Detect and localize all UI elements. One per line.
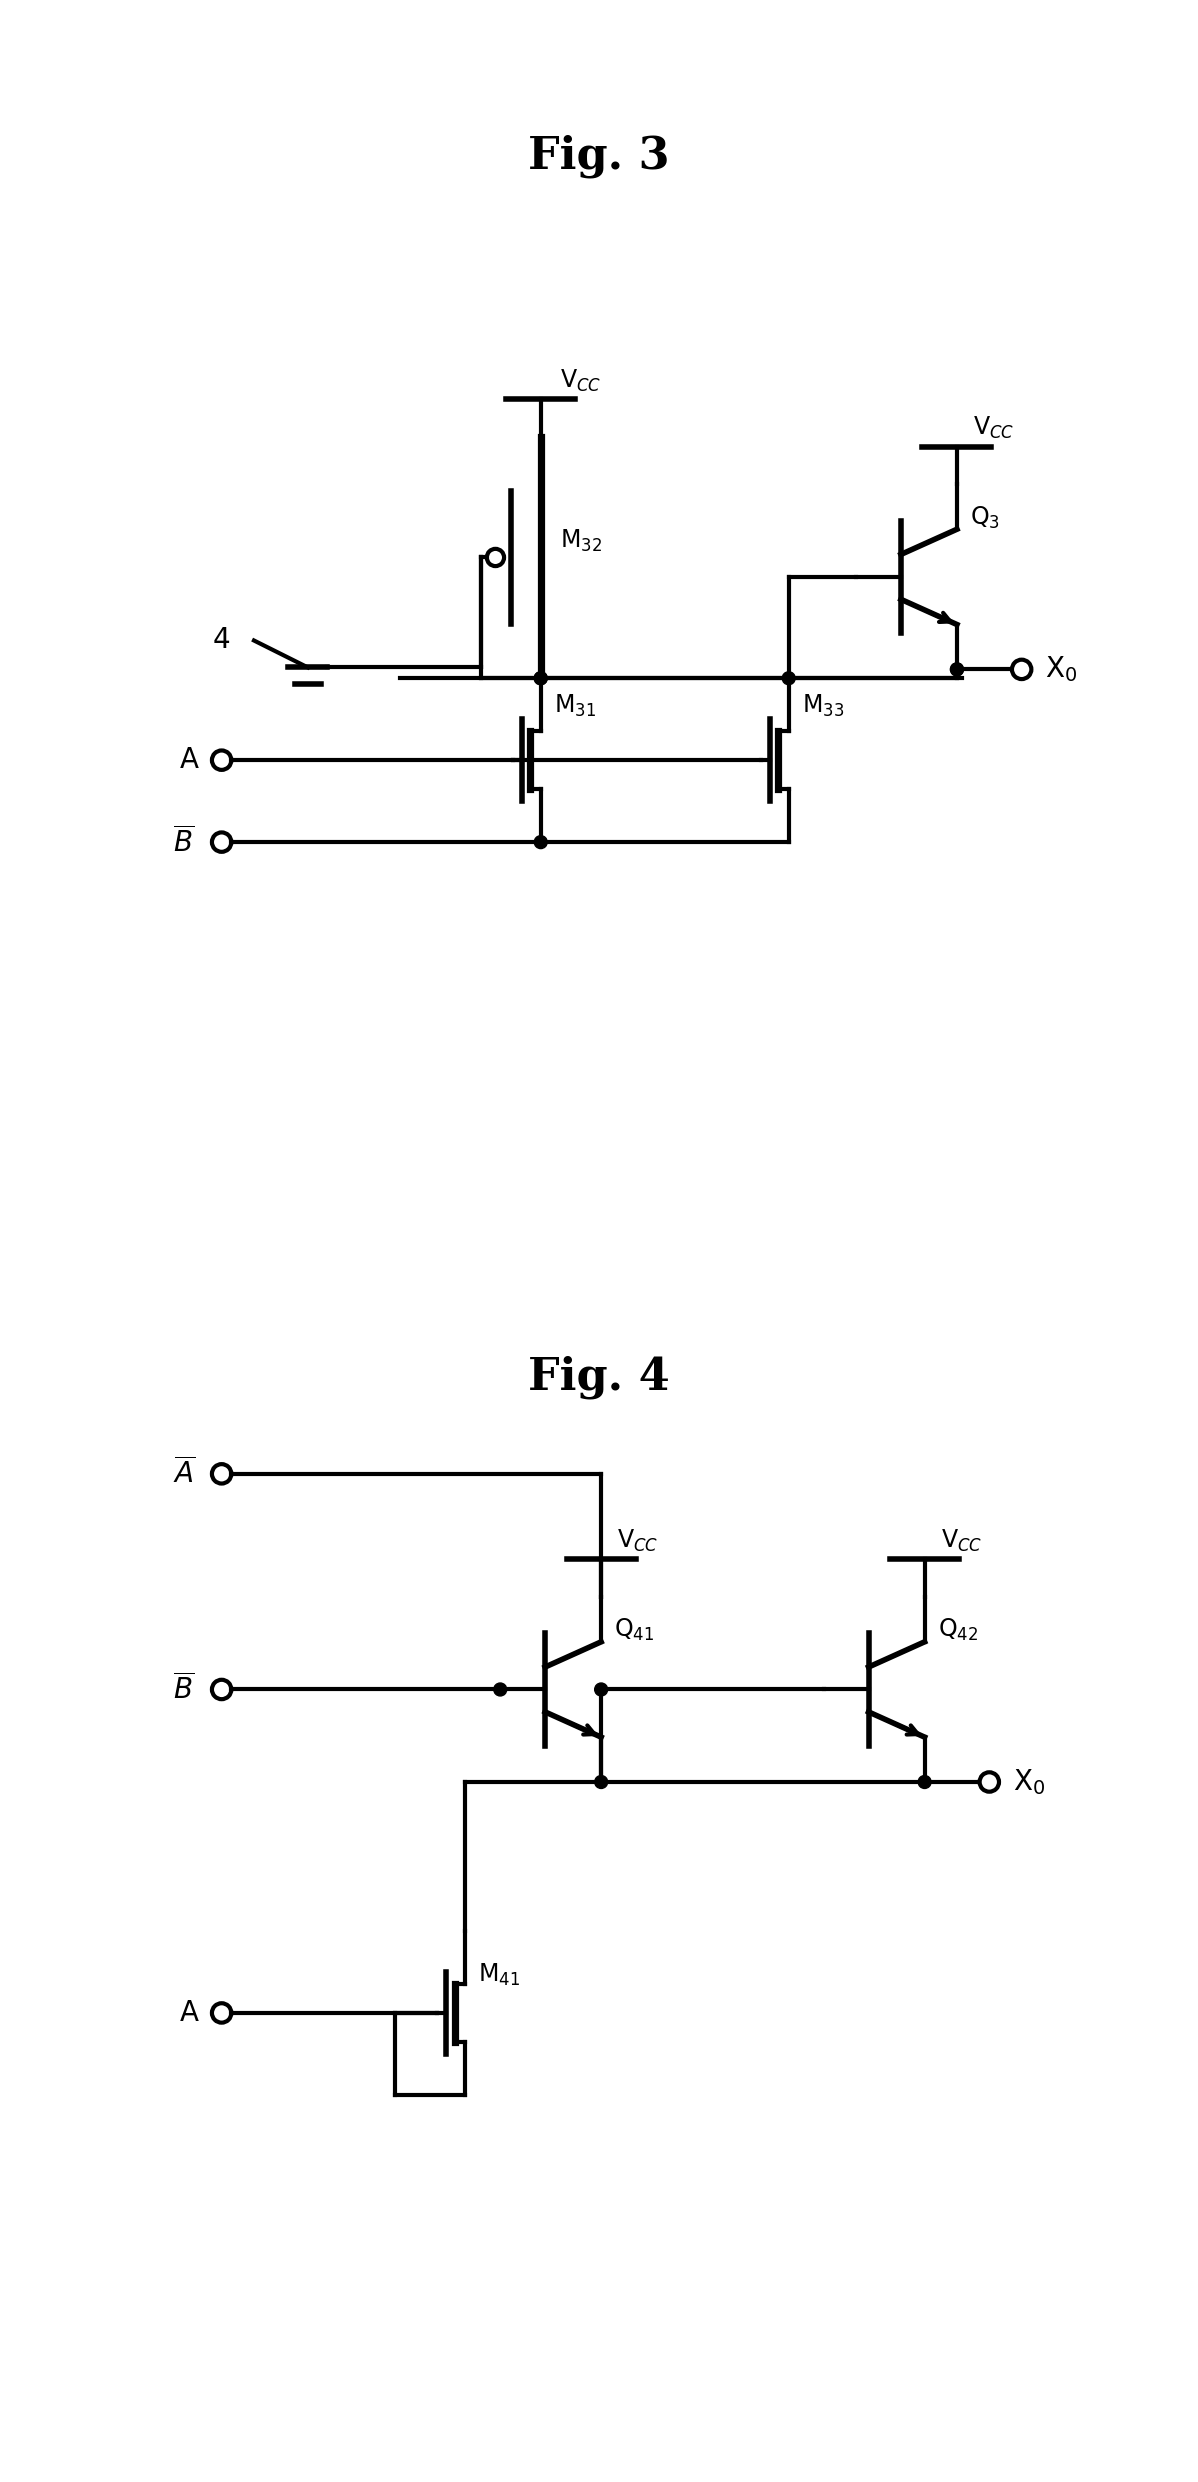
Text: M$_{31}$: M$_{31}$ [553, 692, 595, 720]
Text: M$_{32}$: M$_{32}$ [561, 529, 603, 553]
Text: A: A [180, 747, 199, 774]
Text: M$_{41}$: M$_{41}$ [478, 1963, 520, 1988]
Circle shape [594, 1683, 607, 1695]
Text: Q$_{42}$: Q$_{42}$ [938, 1618, 978, 1643]
Text: X$_0$: X$_0$ [1046, 655, 1078, 685]
Circle shape [594, 1775, 607, 1790]
Circle shape [950, 663, 963, 675]
Circle shape [534, 673, 547, 685]
Text: V$_{CC}$: V$_{CC}$ [973, 414, 1015, 442]
Circle shape [534, 673, 547, 685]
Text: M$_{33}$: M$_{33}$ [801, 692, 843, 720]
Circle shape [918, 1775, 931, 1790]
Text: $\overline{A}$: $\overline{A}$ [173, 1457, 195, 1489]
Text: Fig. 3: Fig. 3 [528, 134, 670, 179]
Circle shape [494, 1683, 507, 1695]
Text: V$_{CC}$: V$_{CC}$ [561, 367, 601, 395]
Text: $\overline{B}$: $\overline{B}$ [174, 827, 194, 859]
Text: $\overline{B}$: $\overline{B}$ [174, 1673, 194, 1705]
Circle shape [782, 673, 795, 685]
Text: Q$_{41}$: Q$_{41}$ [615, 1618, 654, 1643]
Text: V$_{CC}$: V$_{CC}$ [940, 1529, 982, 1554]
Text: A: A [180, 1998, 199, 2028]
Text: V$_{CC}$: V$_{CC}$ [617, 1529, 659, 1554]
Circle shape [950, 663, 963, 675]
Text: X$_0$: X$_0$ [1014, 1767, 1046, 1797]
Text: 4: 4 [213, 625, 230, 655]
Text: Fig. 4: Fig. 4 [528, 1355, 670, 1397]
Text: Q$_3$: Q$_3$ [970, 504, 1000, 531]
Circle shape [534, 836, 547, 849]
